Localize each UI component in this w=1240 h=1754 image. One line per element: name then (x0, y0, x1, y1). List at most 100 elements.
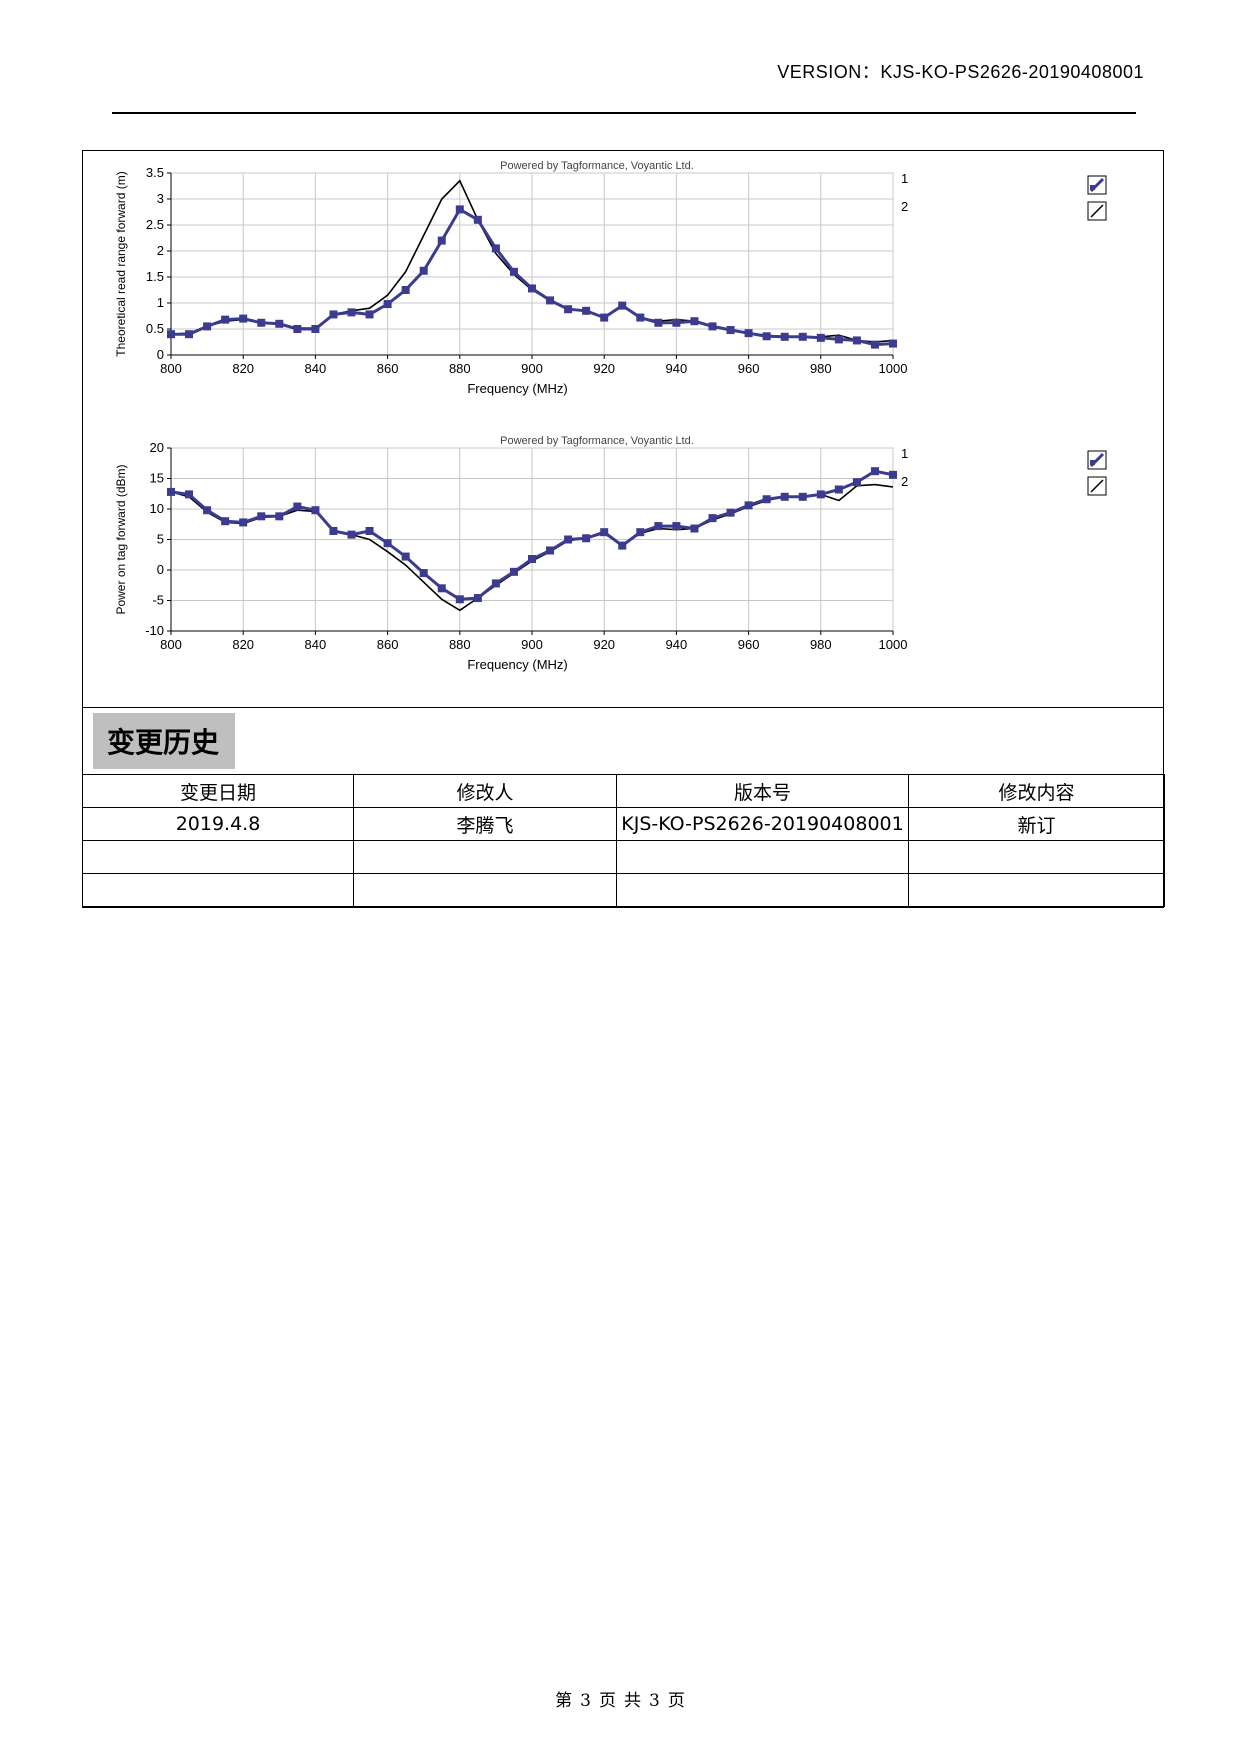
series-1-point (491, 579, 500, 588)
series-1-point (473, 594, 482, 603)
series-1-point (455, 205, 464, 214)
footer-middle1: 页 (599, 1691, 616, 1711)
y-tick-label: 0.5 (146, 321, 164, 336)
cell-editor (353, 840, 617, 874)
series-1-point (455, 595, 464, 604)
series-1-point (798, 492, 807, 501)
footer-total-pages: 3 (649, 1691, 660, 1711)
series-1-point (744, 329, 753, 338)
series-1-point (636, 313, 645, 322)
series-1-point (203, 322, 212, 331)
series-1-point (167, 330, 175, 339)
x-tick-label: 860 (377, 637, 399, 652)
series-1-point (221, 517, 230, 526)
series-1-point (528, 555, 536, 564)
series-2-axis-label: 2 (901, 199, 908, 214)
series-1-point (293, 325, 302, 333)
chart-title: Powered by Tagformance, Voyantic Ltd. (500, 435, 694, 447)
y-tick-label: 20 (150, 440, 164, 455)
header-version: VERSION：KJS-KO-PS2626-20190408001 (777, 58, 1144, 84)
series-1-point (762, 332, 771, 341)
series-1-point (798, 332, 807, 341)
x-tick-label: 940 (666, 637, 688, 652)
cell-editor: 李腾飞 (353, 807, 617, 841)
cell-date (82, 873, 354, 907)
series-1-point (383, 539, 392, 548)
footer-middle2: 共 (624, 1691, 641, 1711)
series-1-point (257, 512, 266, 521)
x-tick-label: 820 (232, 361, 254, 376)
series-1-point (239, 314, 248, 323)
series-1-point (401, 552, 410, 561)
x-tick-label: 840 (305, 637, 327, 652)
series-1-point (546, 296, 555, 305)
series-1-point (618, 301, 627, 310)
version-value: KJS-KO-PS2626-20190408001 (880, 62, 1144, 82)
series-1-point (582, 306, 591, 315)
series-1-point (383, 300, 392, 309)
series-1-point (491, 244, 500, 253)
series-1-point (401, 286, 410, 294)
table-row (82, 873, 1165, 907)
y-tick-label: 0 (157, 562, 164, 577)
cell-content: 新订 (908, 807, 1165, 841)
x-tick-label: 900 (521, 637, 543, 652)
series-1-point (600, 313, 609, 322)
col-header-editor: 修改人 (353, 774, 617, 808)
header-divider (112, 112, 1136, 114)
y-tick-label: 3 (157, 191, 164, 206)
series-1-point (672, 522, 681, 531)
x-tick-label: 840 (305, 361, 327, 376)
history-header-row: 变更日期 修改人 版本号 修改内容 (82, 774, 1165, 808)
series-1-point (600, 528, 609, 537)
table-row (82, 840, 1165, 874)
table-row: 2019.4.8 李腾飞 KJS-KO-PS2626-20190408001 新… (82, 807, 1165, 841)
col-header-content: 修改内容 (908, 774, 1165, 808)
series-1-point (834, 335, 843, 344)
series-1-point (780, 332, 789, 341)
x-tick-label: 920 (593, 637, 615, 652)
series-1-point (780, 492, 789, 501)
history-title: 变更历史 (93, 713, 236, 769)
series-1-point (834, 485, 843, 494)
col-header-version: 版本号 (616, 774, 909, 808)
y-tick-label: -5 (152, 593, 164, 608)
version-label: VERSION： (777, 62, 881, 82)
series-1-point (509, 267, 518, 276)
series-1-point (654, 522, 663, 531)
series-1-point (221, 315, 230, 324)
chart-title: Powered by Tagformance, Voyantic Ltd. (500, 160, 694, 172)
y-tick-label: 3.5 (146, 165, 164, 180)
series-1-point (509, 567, 518, 576)
footer-prefix: 第 (555, 1691, 573, 1711)
cell-content (908, 873, 1165, 907)
series-1-point (185, 490, 194, 499)
x-tick-label: 940 (666, 361, 688, 376)
series-1-point (203, 506, 212, 515)
series-1-axis-label: 1 (901, 171, 908, 186)
y-tick-label: 15 (150, 471, 164, 486)
cell-version (616, 840, 909, 874)
y-tick-label: 10 (150, 501, 164, 516)
series-1-point (889, 470, 897, 479)
y-tick-label: 2 (157, 243, 164, 258)
series-1-point (275, 319, 284, 328)
content-frame: 800 820 840 860 880 900 920 940 960 980 1000 0 0.5 1 1… (82, 150, 1165, 908)
cell-content (908, 840, 1165, 874)
x-tick-label: 880 (449, 637, 471, 652)
series-1-point (816, 333, 825, 342)
x-tick-label: 1000 (879, 361, 908, 376)
history-table: 变更日期 修改人 版本号 修改内容 2019.4.8 李腾飞 KJS-KO-PS… (82, 774, 1165, 907)
y-tick-label: 0 (157, 347, 164, 362)
x-tick-label: 1000 (879, 637, 908, 652)
series-1-point (329, 526, 338, 535)
x-tick-label: 900 (521, 361, 543, 376)
x-tick-label: 860 (377, 361, 399, 376)
series-1-point (239, 518, 248, 527)
series-1-point (419, 266, 428, 275)
y-axis-label: Power on tag forward (dBm) (114, 464, 128, 614)
x-axis-label: Frequency (MHz) (467, 381, 567, 396)
series-1-point (870, 467, 879, 476)
legend-series-2-line (1090, 479, 1104, 493)
